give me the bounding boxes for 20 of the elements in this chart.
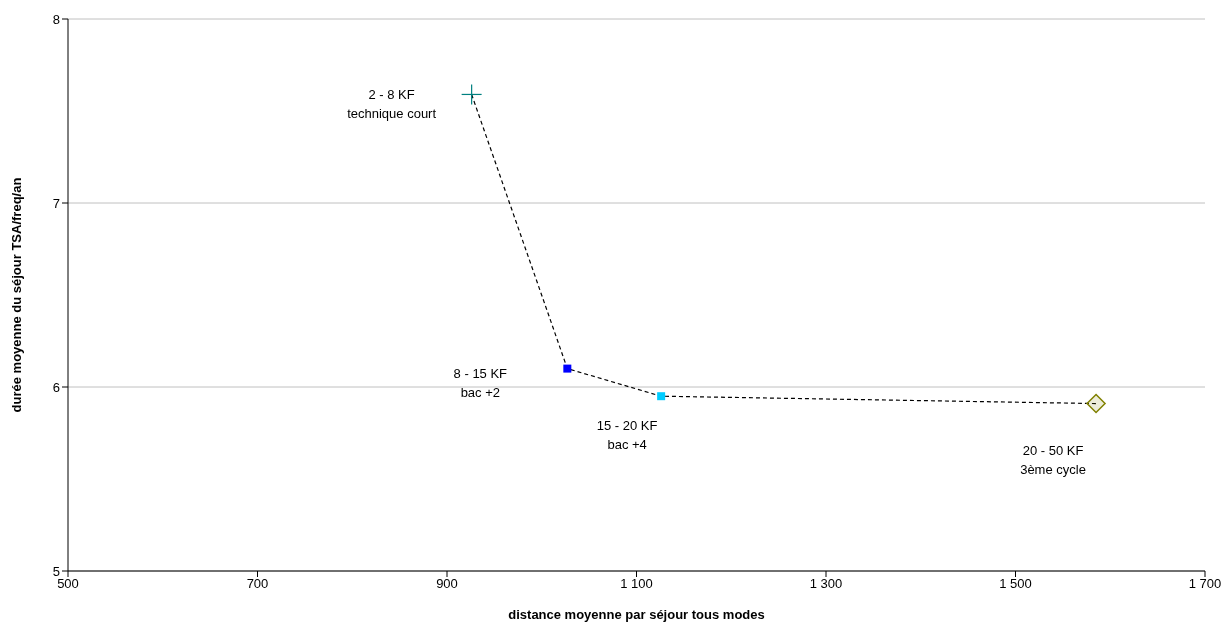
annotation: 15 - 20 KF bac +4 [596, 418, 658, 453]
annotation: 8 - 15 KF bac +2 [453, 365, 508, 400]
x-tick-label: 1 300 [809, 576, 843, 592]
y-tick-label: 6 [52, 379, 60, 395]
x-tick-label: 900 [436, 576, 458, 592]
y-tick-label: 8 [52, 11, 60, 27]
x-axis-title: distance moyenne par séjour tous modes [508, 607, 765, 622]
y-axis-title: durée moyenne du séjour TSA/freq/an [8, 177, 24, 413]
x-tick-label: 700 [246, 576, 269, 592]
x-tick-label: 1 500 [999, 576, 1032, 592]
annotation: 20 - 50 KF 3ème cycle [1020, 442, 1086, 477]
x-tick-label: 1 100 [620, 576, 653, 592]
x-tick-label: 1 700 [1188, 576, 1222, 592]
point [1086, 393, 1106, 414]
y-tick-label: 7 [52, 195, 60, 211]
x-tick-label: 500 [57, 576, 79, 592]
point [657, 392, 666, 401]
point [563, 364, 572, 373]
annotation: 2 - 8 KF technique court [347, 87, 437, 122]
y-tick-label: 5 [52, 563, 60, 579]
